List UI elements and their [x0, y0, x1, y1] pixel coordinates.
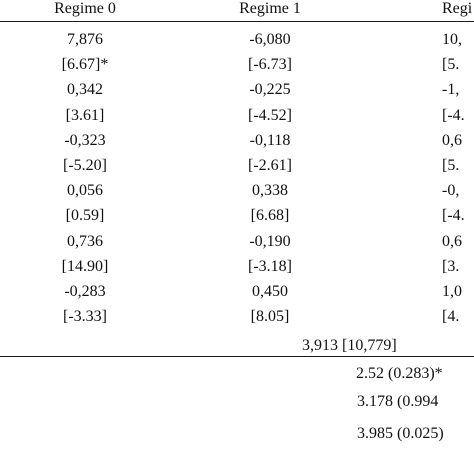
stat-line-1: 2.52 (0.283)* — [356, 365, 443, 382]
table-cell: [0.59] — [65, 207, 105, 224]
table-cell: [6.68] — [250, 207, 290, 224]
bottom-rule — [0, 356, 474, 357]
table-cell: -0,190 — [249, 233, 291, 250]
header-rule — [0, 21, 474, 22]
table-cell: [-4. — [442, 107, 465, 124]
header-regime-1: Regime 1 — [239, 0, 301, 17]
table-cell: [5. — [442, 56, 460, 73]
table-cell: 0,450 — [252, 283, 288, 300]
table-cell: 1,0 — [442, 283, 462, 300]
table-cell: [5. — [442, 157, 460, 174]
table-cell: 0,736 — [67, 233, 103, 250]
header-regime-0: Regime 0 — [54, 0, 116, 17]
bottom-value: 3,913 [10,779] — [302, 337, 397, 354]
table-cell: [-4.52] — [248, 107, 292, 124]
table-cell: 0,056 — [67, 182, 103, 199]
table-cell: [-3.33] — [63, 308, 107, 325]
table-cell: -6,080 — [249, 31, 291, 48]
table-cell: [6.67]* — [61, 56, 109, 73]
table-cell: 10, — [442, 31, 462, 48]
table-cell: 0,342 — [67, 81, 103, 98]
stat-line-3: 3.985 (0.025) — [357, 425, 444, 442]
table-cell: [-5.20] — [63, 157, 107, 174]
table-cell: 7,876 — [67, 31, 103, 48]
table-cell: [-2.61] — [248, 157, 292, 174]
table-cell: -0,225 — [249, 81, 291, 98]
table-cell: [8.05] — [250, 308, 290, 325]
table-cell: [3. — [442, 258, 460, 275]
table-cell: [3.61] — [65, 107, 105, 124]
stat-line-2: 3.178 (0.994 — [357, 393, 439, 410]
table-cell: [-4. — [442, 207, 465, 224]
table-cell: -0,118 — [249, 132, 291, 149]
table-cell: -1, — [442, 81, 460, 98]
table-cell: 0,6 — [442, 233, 462, 250]
table-cell: [-6.73] — [248, 56, 292, 73]
table-cell: 0,6 — [442, 132, 462, 149]
table-cell: [-3.18] — [248, 258, 292, 275]
table-cell: [14.90] — [61, 258, 109, 275]
header-regime-2: Regi — [442, 0, 473, 17]
table-cell: -0,283 — [64, 283, 106, 300]
table-cell: -0, — [442, 182, 460, 199]
table-cell: [4. — [442, 308, 460, 325]
table-cell: -0,323 — [64, 132, 106, 149]
table-cell: 0,338 — [252, 182, 288, 199]
